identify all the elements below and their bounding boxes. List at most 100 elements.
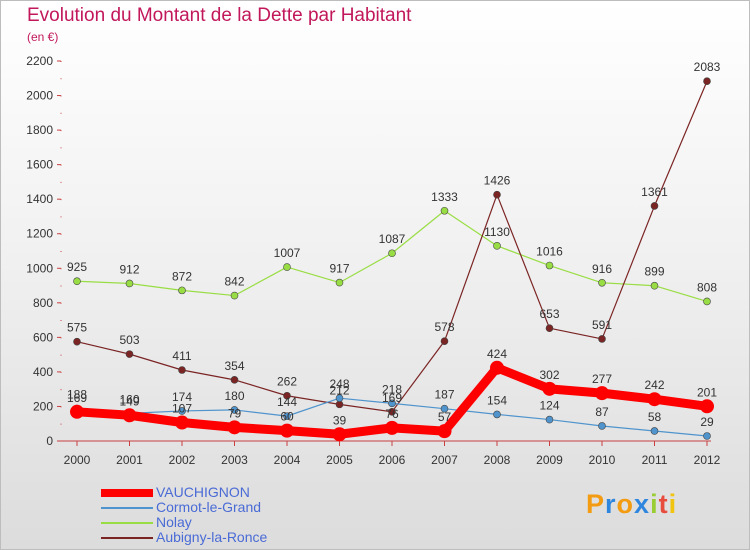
data-point (178, 286, 186, 295)
x-tick-label: 2012 (694, 453, 721, 467)
data-point (335, 278, 344, 287)
data-point (230, 406, 239, 414)
data-point (493, 190, 501, 199)
data-point (125, 350, 134, 358)
data-label: 79 (228, 406, 242, 420)
x-tick-label: 2011 (642, 453, 668, 467)
data-point (283, 263, 291, 271)
data-point (178, 407, 186, 415)
y-tick-label: 2000 (26, 89, 53, 103)
data-label: 575 (67, 321, 87, 335)
legend-label: Nolay (156, 514, 192, 530)
data-label: 248 (329, 377, 349, 391)
legend-label: VAUCHIGNON (156, 484, 250, 500)
data-point (542, 381, 557, 396)
legend-swatch (101, 537, 153, 539)
x-tick-label: 2010 (589, 453, 616, 467)
data-label: 187 (434, 388, 454, 402)
data-label: 124 (539, 399, 559, 413)
data-label: 1087 (379, 232, 406, 246)
data-point (388, 399, 396, 408)
data-label: 578 (434, 320, 454, 334)
legend-item: Cormot-le-Grand (101, 499, 361, 515)
y-tick-label: 0 (46, 434, 53, 448)
data-point (700, 399, 714, 414)
data-point (440, 404, 449, 413)
data-label: 262 (277, 375, 297, 389)
data-label: 842 (224, 275, 244, 289)
data-label: 1016 (536, 245, 563, 259)
data-label: 188 (67, 388, 87, 402)
x-tick-label: 2006 (379, 453, 406, 467)
y-tick-label: 1400 (26, 192, 53, 206)
data-label: 39 (333, 413, 347, 427)
data-point (437, 424, 452, 439)
chart-title: Evolution du Montant de la Dette par Hab… (27, 5, 412, 26)
data-label: 169 (382, 391, 402, 405)
logo-letter: x (634, 489, 651, 519)
logo-letter: P (586, 489, 606, 519)
x-tick-label: 2009 (536, 453, 563, 467)
data-point (385, 420, 399, 435)
data-point (70, 404, 84, 419)
x-tick-label: 2001 (116, 453, 143, 467)
data-label: 2083 (694, 60, 721, 74)
y-tick-label: 1600 (26, 158, 53, 172)
data-point (598, 335, 606, 343)
chart-subtitle: (en €) (27, 30, 59, 44)
data-label: 1333 (431, 190, 458, 204)
logo-letter: o (616, 489, 635, 519)
data-label: 149 (119, 394, 139, 408)
data-label: 302 (539, 368, 559, 382)
data-label: 503 (119, 333, 139, 347)
data-point (650, 427, 659, 435)
data-point (283, 412, 291, 420)
data-label: 57 (438, 410, 452, 424)
y-tick-label: 400 (33, 365, 53, 379)
x-tick-label: 2002 (169, 453, 196, 467)
data-label: 201 (697, 385, 717, 399)
x-tick-label: 2004 (274, 453, 301, 467)
y-tick-label: 1200 (26, 227, 53, 241)
x-tick-label: 2003 (221, 453, 248, 467)
data-label: 180 (224, 389, 244, 403)
legend-item: Nolay (101, 514, 361, 530)
y-tick-label: 1800 (26, 123, 53, 137)
data-label: 925 (67, 260, 87, 274)
data-point (545, 415, 554, 424)
data-point (493, 242, 501, 250)
data-label: 154 (487, 393, 507, 407)
data-label: 87 (595, 405, 609, 419)
data-label: 912 (119, 262, 139, 276)
data-label: 424 (487, 347, 507, 361)
x-tick-label: 2007 (431, 453, 458, 467)
logo-letter: i (650, 489, 659, 519)
data-label: 916 (592, 262, 612, 276)
data-label: 1007 (274, 246, 301, 260)
data-point (647, 392, 662, 407)
proxiti-logo: Proxiti (586, 489, 677, 520)
logo-letter: t (658, 489, 669, 519)
data-point (178, 366, 186, 374)
legend-swatch (101, 522, 153, 524)
data-point (650, 202, 659, 210)
y-tick-label: 2200 (26, 54, 53, 68)
data-label: 76 (385, 407, 399, 421)
data-point (73, 277, 81, 286)
data-label: 808 (697, 280, 717, 294)
data-point (280, 423, 294, 438)
data-label: 1361 (641, 185, 668, 199)
data-point (440, 206, 449, 215)
data-point (227, 420, 242, 435)
data-label: 242 (644, 378, 664, 392)
legend-item: Aubigny-la-Ronce (101, 529, 361, 545)
data-label: 277 (592, 372, 612, 386)
data-label: 212 (329, 383, 349, 397)
data-point (545, 261, 554, 270)
data-label: 174 (172, 390, 192, 404)
x-tick-label: 2005 (326, 453, 353, 467)
data-label: 872 (172, 269, 192, 283)
y-tick-label: 600 (33, 330, 53, 344)
data-point (595, 386, 609, 401)
data-point (598, 422, 606, 430)
